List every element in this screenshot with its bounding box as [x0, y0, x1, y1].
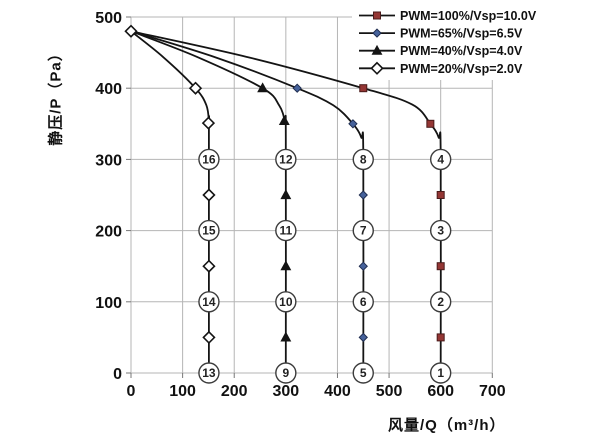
square-marker — [359, 84, 368, 93]
diamond-open-marker — [202, 259, 216, 273]
start-point-marker — [124, 24, 138, 38]
triangle-marker — [280, 331, 292, 342]
point-circle-3 — [429, 219, 452, 242]
x-tick-label-0: 0 — [127, 383, 136, 400]
point-circle-15 — [198, 219, 220, 242]
legend-label: PWM=100%/Vsp=10.0V — [400, 9, 537, 23]
point-circle-2 — [429, 291, 452, 313]
point-number-13: 13 — [202, 366, 216, 380]
square-marker — [426, 119, 435, 128]
y-tick-label-400: 400 — [95, 81, 122, 98]
point-number-16: 16 — [202, 152, 216, 166]
diamond-open-marker — [201, 116, 216, 130]
series-markers — [188, 81, 445, 345]
square-marker — [436, 333, 445, 342]
diamond-small-legend-marker — [372, 28, 382, 38]
triangle-marker — [280, 189, 292, 200]
legend-row-pwm-65: PWM=65%/Vsp=6.5V — [359, 27, 523, 41]
point-circle-14 — [198, 291, 220, 313]
point-circle-5 — [352, 362, 374, 384]
diamond-small-marker — [358, 261, 368, 271]
point-number-6: 6 — [360, 295, 367, 309]
curve-pwm-40 — [130, 30, 287, 374]
point-circle-16 — [198, 148, 220, 171]
point-number-4: 4 — [437, 152, 444, 166]
point-circle-10 — [275, 291, 297, 313]
triangle-marker — [280, 260, 292, 271]
legend-label: PWM=20%/Vsp=2.0V — [400, 62, 523, 76]
point-circle-9 — [275, 362, 297, 384]
point-number-9: 9 — [282, 366, 289, 380]
diamond-small-marker — [292, 83, 302, 93]
diamond-small-marker — [348, 119, 358, 129]
y-tick-label-200: 200 — [95, 224, 122, 241]
square-marker — [436, 191, 445, 199]
point-circle-7 — [352, 219, 374, 242]
point-circle-13 — [198, 362, 220, 384]
legend-row-pwm-40: PWM=40%/Vsp=4.0V — [359, 44, 523, 58]
square-marker — [436, 262, 445, 271]
curve-pwm-100 — [130, 30, 442, 374]
x-axis-title: 风量/Q（m³/h） — [388, 417, 506, 434]
point-circle-4 — [429, 148, 452, 171]
point-number-1: 1 — [437, 366, 444, 380]
point-number-7: 7 — [360, 224, 367, 238]
legend-background — [352, 4, 568, 80]
diamond-open-marker — [202, 188, 216, 202]
x-tick-label-700: 700 — [479, 383, 506, 400]
x-tick-label-500: 500 — [376, 383, 403, 400]
legend: PWM=100%/Vsp=10.0V PWM=65%/Vsp=6.5V PWM=40… — [352, 4, 568, 80]
legend-row-pwm-20: PWM=20%/Vsp=2.0V — [359, 61, 523, 76]
diamond-small-marker — [358, 190, 368, 200]
x-tick-label-400: 400 — [324, 383, 351, 400]
point-number-10: 10 — [279, 295, 293, 309]
triangle-marker — [257, 82, 269, 93]
legend-label: PWM=40%/Vsp=4.0V — [400, 44, 523, 58]
curve-pwm-65 — [130, 30, 365, 374]
x-tick-label-300: 300 — [272, 383, 299, 400]
x-tick-label-600: 600 — [427, 383, 454, 400]
curve-pwm-20 — [130, 30, 211, 374]
x-tick-label-100: 100 — [169, 383, 196, 400]
point-number-8: 8 — [360, 152, 367, 166]
triangle-marker — [278, 115, 290, 126]
y-tick-label-0: 0 — [113, 366, 122, 383]
point-circle-11 — [275, 219, 297, 242]
point-circle-8 — [352, 148, 374, 171]
legend-label: PWM=65%/Vsp=6.5V — [400, 27, 523, 41]
point-number-2: 2 — [437, 295, 444, 309]
diamond-open-marker — [202, 330, 216, 345]
point-number-14: 14 — [202, 295, 216, 309]
point-number-11: 11 — [279, 224, 292, 238]
numbered-points: 4 3 2 1 8 7 6 5 12 11 10 9 16 15 14 13 — [198, 148, 452, 384]
point-number-3: 3 — [437, 224, 444, 238]
point-circle-6 — [352, 291, 374, 313]
triangle-legend-marker — [371, 44, 383, 55]
y-tick-label-500: 500 — [95, 10, 122, 27]
diamond-open-legend-marker — [370, 61, 384, 75]
diamond-small-marker — [358, 332, 368, 343]
point-number-12: 12 — [279, 152, 293, 166]
x-tick-label-200: 200 — [221, 383, 248, 400]
series-curves — [130, 30, 442, 374]
point-circle-1 — [429, 362, 452, 384]
legend-row-pwm-100: PWM=100%/Vsp=10.0V — [359, 9, 537, 23]
diamond-open-marker — [188, 81, 203, 95]
square-legend-marker — [373, 11, 381, 20]
y-tick-label-300: 300 — [95, 152, 122, 169]
tick-labels: 0 100 200 300 400 500 600 700 0 100 200 300 400 500 — [95, 10, 505, 400]
y-axis-title: 静压/P（Pa） — [47, 45, 65, 146]
point-circle-12 — [275, 148, 297, 171]
point-number-5: 5 — [360, 366, 367, 380]
y-tick-label-100: 100 — [95, 295, 122, 312]
point-number-15: 15 — [202, 224, 216, 238]
